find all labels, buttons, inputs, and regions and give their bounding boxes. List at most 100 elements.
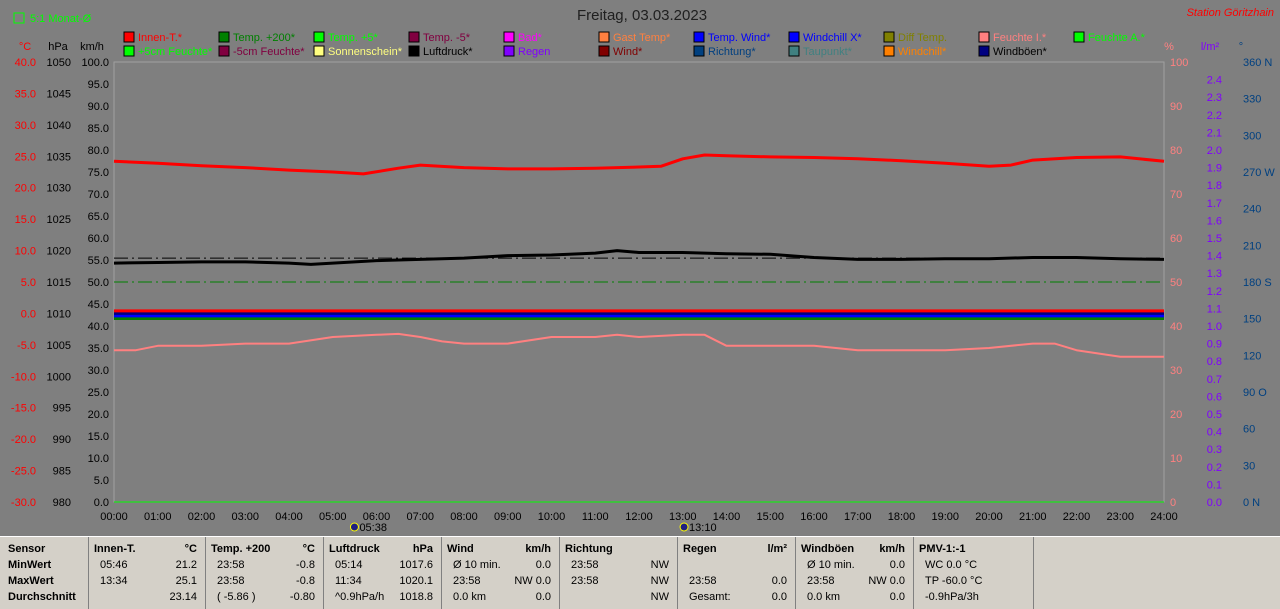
rain-tick-label: 1.8 [1207, 180, 1222, 192]
legend-swatch[interactable] [408, 31, 420, 43]
rain-tick-label: 1.1 [1207, 303, 1222, 315]
humidity-tick-label: 40 [1170, 321, 1182, 333]
stats-cell: -0.80 [289, 591, 315, 603]
legend-swatch[interactable] [503, 31, 515, 43]
sunrise-time: 05:38 [359, 522, 387, 534]
x-tick-label: 11:00 [582, 511, 609, 523]
speed-tick-label: 55.0 [88, 255, 109, 267]
legend-swatch[interactable] [883, 31, 895, 43]
legend-label: Regen [518, 46, 550, 58]
legend-swatch[interactable] [218, 31, 230, 43]
direction-tick-label: 0 N [1243, 497, 1260, 509]
option-label: 5:1 Monat-Ø [30, 13, 92, 25]
stats-cell: NW 0.0 [868, 575, 905, 587]
x-tick-label: 03:00 [231, 511, 259, 523]
stats-cell: 0.0 [889, 591, 905, 603]
legend-swatch[interactable] [408, 45, 420, 57]
legend-swatch[interactable] [503, 45, 515, 57]
direction-tick-label: 240 [1243, 204, 1261, 216]
x-tick-label: 21:00 [1019, 511, 1047, 523]
speed-tick-label: 10.0 [88, 453, 109, 465]
pressure-tick-label: 1010 [47, 308, 71, 320]
legend-swatch[interactable] [693, 45, 705, 57]
pressure-tick-label: 980 [53, 497, 71, 509]
stats-cell: 0.0 [771, 575, 787, 587]
axis-unit-label: °C [19, 41, 31, 53]
speed-tick-label: 65.0 [88, 211, 109, 223]
legend-swatch[interactable] [598, 45, 610, 57]
speed-tick-label: 40.0 [88, 321, 109, 333]
direction-tick-label: 30 [1243, 460, 1255, 472]
temp-tick-label: 15.0 [15, 214, 36, 226]
humidity-tick-label: 10 [1170, 453, 1182, 465]
stats-cell: 0.0 km [807, 591, 841, 603]
direction-tick-label: 150 [1243, 314, 1261, 326]
series-lines [113, 153, 1165, 503]
x-tick-label: 14:00 [713, 511, 741, 523]
rain-tick-label: 1.3 [1207, 268, 1222, 280]
temp-tick-label: 40.0 [15, 57, 36, 69]
legend-swatch[interactable] [123, 31, 135, 43]
stats-cell: 0.0 km [453, 591, 487, 603]
x-tick-label: 00:00 [100, 511, 128, 523]
humidity-tick-label: 20 [1170, 409, 1182, 421]
pressure-tick-label: 1030 [47, 183, 71, 195]
stats-cell: 21.2 [175, 559, 197, 571]
axes: 40.0 35.0 30.0 25.0 20.0 15.0 10.0 5.0 0.0 -5.0 -1… [11, 57, 1275, 509]
speed-tick-label: 75.0 [88, 167, 109, 179]
pressure-tick-label: 990 [53, 434, 71, 446]
humidity-tick-label: 60 [1170, 233, 1182, 245]
rain-tick-label: 0.5 [1207, 409, 1222, 421]
rain-tick-label: 0.6 [1207, 391, 1222, 403]
legend-swatch[interactable] [788, 45, 800, 57]
legend-swatch[interactable] [883, 45, 895, 57]
legend-label: Bad* [518, 32, 543, 44]
x-tick-label: 13:00 [669, 511, 697, 523]
x-tick-label: 17:00 [844, 511, 872, 523]
legend-swatch[interactable] [598, 31, 610, 43]
legend-label: Feuchte A.* [1088, 32, 1146, 44]
option-checkbox[interactable] [13, 12, 25, 24]
legend-swatch[interactable] [788, 31, 800, 43]
temp-tick-label: 10.0 [15, 246, 36, 258]
pressure-tick-label: 1020 [47, 246, 71, 258]
pressure-tick-label: 1000 [47, 371, 71, 383]
stats-cell: NW 0.0 [514, 575, 551, 587]
x-tick-label: 08:00 [450, 511, 478, 523]
axis-unit-label: ° [1239, 41, 1243, 53]
legend-label: Diff Temp. [898, 32, 947, 44]
rain-tick-label: 0.7 [1207, 374, 1222, 386]
stats-cell: 0.0 [535, 559, 551, 571]
direction-tick-label: 210 [1243, 240, 1261, 252]
stats-cell: -0.9hPa/3h [925, 591, 979, 603]
legend-swatch[interactable] [313, 31, 325, 43]
temp-tick-label: 25.0 [15, 151, 36, 163]
legend-swatch[interactable] [978, 45, 990, 57]
legend-swatch[interactable] [313, 45, 325, 57]
legend-swatch[interactable] [693, 31, 705, 43]
rain-tick-label: 1.6 [1207, 215, 1222, 227]
sunrise-icon [349, 522, 359, 532]
x-tick-label: 19:00 [931, 511, 959, 523]
legend-swatch[interactable] [123, 45, 135, 57]
speed-tick-label: 20.0 [88, 409, 109, 421]
legend-label: Feuchte I.* [993, 32, 1047, 44]
legend-swatch[interactable] [218, 45, 230, 57]
speed-tick-label: 50.0 [88, 277, 109, 289]
x-tick-label: 01:00 [144, 511, 172, 523]
stats-column: Luftdruck hPa 05:14 1017.6 11:34 1020.1 ^0.9hP… [323, 537, 442, 609]
rain-tick-label: 0.2 [1207, 462, 1222, 474]
rain-tick-label: 2.0 [1207, 145, 1222, 157]
legend-swatch[interactable] [1073, 31, 1085, 43]
stats-cell: PMV-1:-1 [919, 543, 966, 555]
rain-tick-label: 2.4 [1207, 75, 1222, 87]
station-name: Station Göritzhain [1187, 7, 1274, 19]
stats-cell: NW [650, 559, 669, 571]
temp-tick-label: 5.0 [21, 277, 36, 289]
statistics-table: Sensor MinWert MaxWert Durchschnitt Inne… [0, 536, 1280, 609]
stats-column: Temp. +200 °C 23:58 -0.8 23:58 -0.8 ( -5.86 ) -… [205, 537, 324, 609]
direction-tick-label: 120 [1243, 350, 1261, 362]
x-tick-label: 16:00 [800, 511, 828, 523]
legend-swatch[interactable] [978, 31, 990, 43]
rain-tick-label: 1.5 [1207, 233, 1222, 245]
